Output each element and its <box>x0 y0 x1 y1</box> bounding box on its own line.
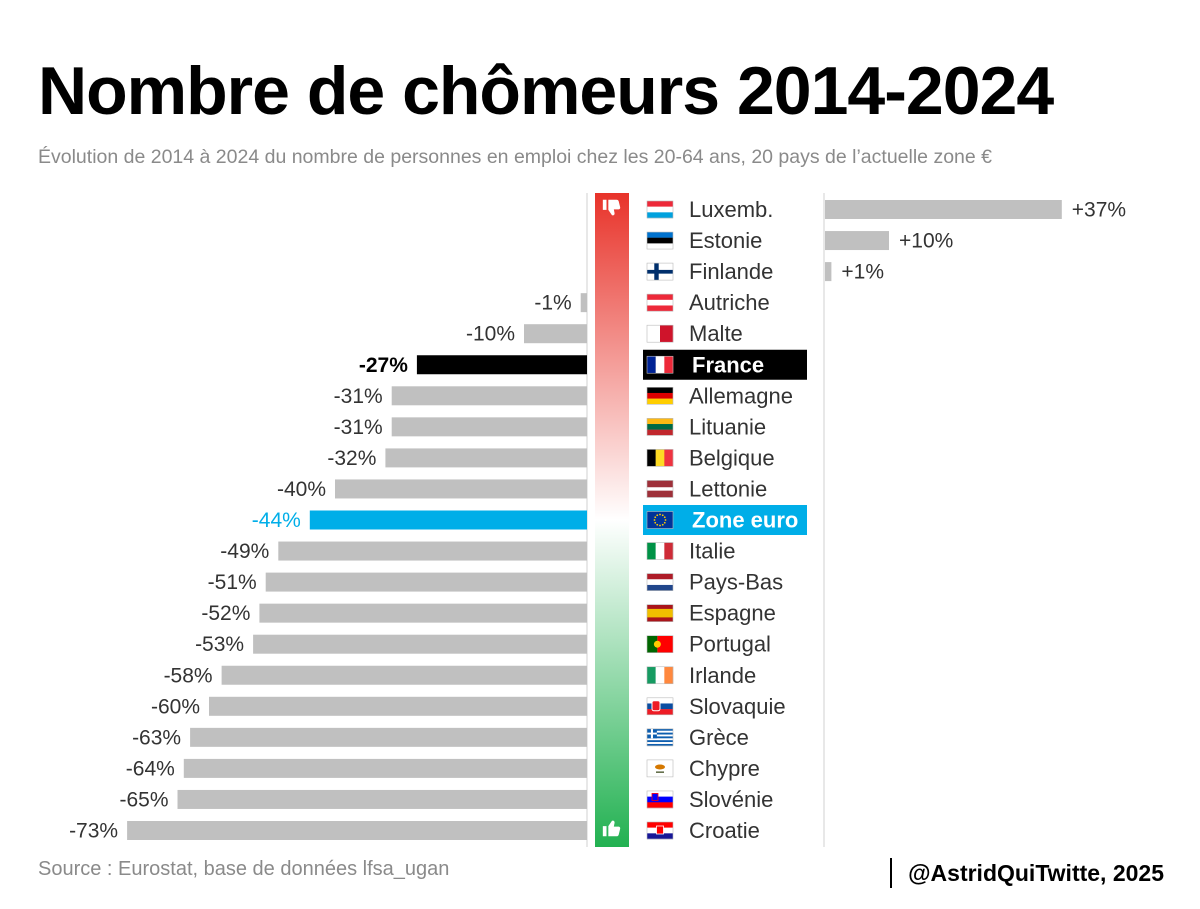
bar <box>278 541 587 561</box>
estonia-flag-icon <box>646 231 674 250</box>
country-label: Espagne <box>689 601 776 626</box>
bar <box>183 758 588 778</box>
austria-flag-icon <box>646 293 674 312</box>
bar <box>209 696 587 716</box>
country-label: Estonie <box>689 228 762 253</box>
value-label: +1% <box>841 261 884 284</box>
value-label: -58% <box>164 664 213 687</box>
finland-flag-icon <box>646 262 674 281</box>
value-label: +10% <box>899 230 953 253</box>
source-note: Source : Eurostat, base de données lfsa_… <box>38 858 450 880</box>
country-label: Irlande <box>689 663 756 688</box>
value-label: -40% <box>277 478 326 501</box>
chart-title: Nombre de chômeurs 2014-2024 <box>38 53 1054 129</box>
value-label: -64% <box>126 757 175 780</box>
country-label: Grèce <box>689 725 749 750</box>
germany-flag-icon <box>646 386 674 405</box>
bar <box>416 355 587 375</box>
bar <box>825 262 832 282</box>
value-label: -31% <box>334 416 383 439</box>
value-label: -10% <box>466 323 515 346</box>
eu-flag-icon <box>646 511 674 529</box>
author-credit: @AstridQuiTwitte, 2025 <box>890 858 1164 888</box>
country-label: Lituanie <box>689 414 766 439</box>
value-label: +37% <box>1072 199 1126 222</box>
slovakia-flag-icon <box>646 697 674 716</box>
value-label: -51% <box>208 571 257 594</box>
luxembourg-flag-icon <box>646 200 674 219</box>
value-label: -31% <box>334 385 383 408</box>
thumbs-down-icon <box>595 197 629 225</box>
country-label: Portugal <box>689 632 771 657</box>
country-label: Italie <box>689 539 735 564</box>
country-label: Chypre <box>689 756 760 781</box>
thumbs-up-icon <box>595 817 629 845</box>
country-label: Finlande <box>689 259 773 284</box>
country-label: Croatie <box>689 818 760 843</box>
belgium-flag-icon <box>646 449 674 467</box>
value-label: -52% <box>201 602 250 625</box>
latvia-flag-icon <box>646 480 674 498</box>
bar <box>391 386 587 406</box>
bar <box>259 603 587 623</box>
spain-flag-icon <box>646 604 674 622</box>
bar <box>825 200 1062 219</box>
country-label: Allemagne <box>689 383 793 408</box>
ireland-flag-icon <box>646 666 674 685</box>
value-label: -63% <box>132 726 181 749</box>
bar <box>391 417 587 437</box>
cyprus-flag-icon <box>646 759 674 778</box>
country-label: Luxemb. <box>689 197 773 222</box>
country-label: Autriche <box>689 290 770 315</box>
value-label: -44% <box>252 509 301 532</box>
country-label: Belgique <box>689 445 775 470</box>
country-label: Malte <box>689 321 743 346</box>
bar <box>580 293 587 313</box>
value-label: -53% <box>195 633 244 656</box>
bar <box>309 510 587 530</box>
bar <box>177 789 587 809</box>
country-label: Zone euro <box>692 508 798 533</box>
bar <box>265 572 587 592</box>
italy-flag-icon <box>646 542 674 560</box>
bar <box>127 821 587 840</box>
value-label: -1% <box>534 292 571 315</box>
value-label: -32% <box>327 447 376 470</box>
greece-flag-icon <box>646 728 674 747</box>
country-label: Pays-Bas <box>689 570 783 595</box>
lithuania-flag-icon <box>646 418 674 436</box>
bar <box>524 324 587 344</box>
value-label: -27% <box>359 354 408 377</box>
malta-flag-icon <box>646 324 674 343</box>
portugal-flag-icon <box>646 635 674 654</box>
country-label: Slovaquie <box>689 694 786 719</box>
bar <box>190 727 587 747</box>
bar <box>385 448 587 468</box>
bar <box>221 665 587 685</box>
country-label: Slovénie <box>689 787 773 812</box>
scale-gradient <box>595 193 629 847</box>
value-label: -65% <box>119 788 168 811</box>
value-label: -60% <box>151 695 200 718</box>
croatia-flag-icon <box>646 821 674 840</box>
netherlands-flag-icon <box>646 573 674 591</box>
bar <box>335 479 587 499</box>
value-label: -49% <box>220 540 269 563</box>
country-label: France <box>692 352 764 377</box>
value-label: -73% <box>69 820 118 843</box>
slovenia-flag-icon <box>646 790 674 809</box>
bar <box>825 231 889 251</box>
france-flag-icon <box>646 355 674 374</box>
bar <box>253 634 587 654</box>
country-label: Lettonie <box>689 476 767 501</box>
chart-subtitle: Évolution de 2014 à 2024 du nombre de pe… <box>38 146 992 168</box>
